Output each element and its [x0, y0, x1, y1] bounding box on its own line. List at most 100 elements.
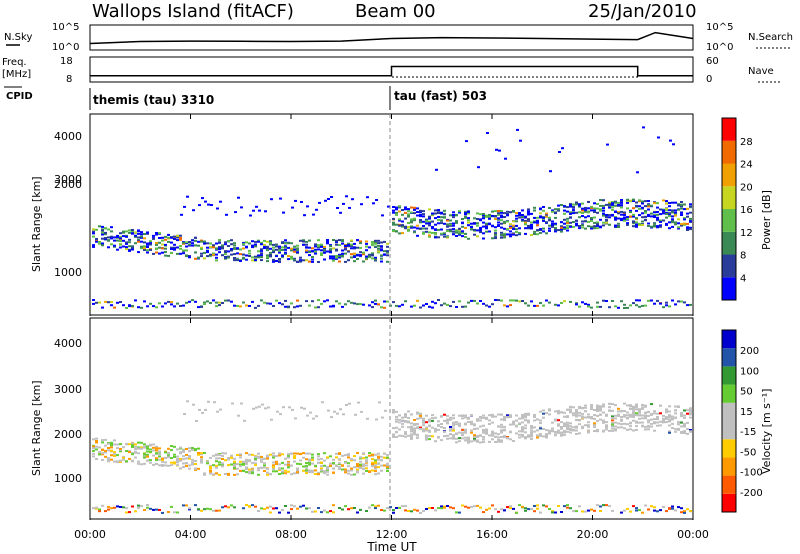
power-echo-cell: [218, 247, 221, 250]
velocity-echo-cell: [491, 504, 494, 507]
velocity-echo-cell: [347, 472, 350, 475]
velocity-echo-cell: [461, 428, 464, 431]
power-echo-cell: [221, 247, 224, 250]
power-echo-cell: [386, 254, 389, 257]
velocity-echo-cell: [264, 407, 267, 410]
power-echo-cell: [152, 237, 155, 240]
velocity-echo-cell: [521, 415, 524, 418]
velocity-echo-cell: [353, 466, 356, 469]
velocity-echo-cell: [245, 458, 248, 461]
velocity-echo-cell: [596, 419, 599, 422]
power-echo-cell: [614, 218, 617, 221]
velocity-echo-cell: [245, 471, 248, 474]
power-echo-cell: [320, 252, 323, 255]
power-echo-cell: [614, 217, 617, 219]
power-echo-cell: [317, 299, 320, 302]
power-echo-cell: [218, 239, 221, 241]
power-echo-cell: [668, 221, 671, 224]
velocity-echo-cell: [356, 471, 359, 474]
power-echo-cell: [584, 208, 587, 211]
power-echo-cell: [206, 246, 209, 249]
power-echo-cell: [242, 247, 245, 250]
power-echo-cell: [317, 245, 320, 248]
power-echo-cell: [434, 217, 437, 220]
power-echo-cell: [611, 208, 614, 211]
velocity-echo-cell: [110, 446, 113, 449]
power-echo-cell: [197, 306, 200, 309]
power-echo-cell: [521, 209, 524, 212]
velocity-echo-cell: [581, 407, 584, 410]
power-echo-cell: [260, 254, 263, 257]
velocity-echo-cell: [500, 418, 503, 421]
velocity-echo-cell: [500, 430, 503, 433]
velocity-echo-cell: [506, 506, 509, 509]
velocity-echo-cell: [404, 420, 407, 422]
power-echo-cell: [410, 219, 413, 222]
power-echo-cell: [494, 233, 497, 236]
velocity-echo-cell: [506, 436, 509, 438]
power-echo-cell: [560, 230, 563, 233]
power-echo-cell: [497, 299, 500, 302]
velocity-echo-cell: [524, 509, 527, 512]
velocity-echo-cell: [464, 431, 467, 434]
velocity-echo-cell: [113, 460, 116, 463]
power-echo-cell: [431, 300, 434, 303]
power-echo-cell: [155, 233, 158, 236]
velocity-echo-cell: [626, 411, 629, 414]
power-echo-cell: [128, 248, 131, 251]
power-echo-cell: [143, 245, 146, 248]
velocity-echo-cell: [629, 425, 632, 428]
velocity-echo-cell: [302, 504, 305, 507]
power-echo-cell: [185, 301, 188, 304]
power-echo-cell: [377, 242, 380, 245]
power-echo-cell: [329, 245, 332, 248]
velocity-echo-cell: [467, 421, 470, 423]
power-echo-cell: [347, 244, 350, 247]
velocity-echo-cell: [215, 453, 218, 456]
power-echo-cell: [680, 214, 683, 216]
power-echo-cell: [188, 256, 191, 259]
velocity-echo-cell: [497, 438, 500, 441]
velocity-echo-cell: [290, 504, 293, 507]
velocity-echo-cell: [218, 473, 221, 476]
power-echo-cell: [626, 222, 629, 225]
velocity-echo-cell: [287, 470, 290, 473]
power-echo-cell: [425, 220, 428, 223]
power-echo-cell: [584, 206, 587, 209]
power-echo-cell: [458, 210, 461, 213]
velocity-echo-cell: [110, 444, 113, 447]
power-echo-cell: [92, 232, 95, 235]
velocity-echo-cell: [491, 438, 494, 441]
power-echo-cell: [272, 260, 275, 263]
power-echo-cell: [461, 235, 464, 238]
power-echo-cell: [266, 245, 269, 248]
power-echo-cell: [542, 304, 545, 307]
power-echo-cell: [521, 300, 524, 302]
velocity-echo-cell: [629, 408, 632, 410]
velocity-colorbar-swatch: [722, 330, 736, 349]
power-echo-cell: [561, 147, 564, 150]
power-echo-cell: [623, 307, 626, 309]
power-echo-cell: [101, 237, 104, 240]
velocity-echo-cell: [183, 413, 186, 415]
velocity-echo-cell: [581, 416, 584, 419]
power-echo-cell: [380, 249, 383, 252]
power-echo-cell: [503, 236, 506, 239]
power-echo-cell: [674, 221, 677, 224]
velocity-echo-cell: [425, 426, 428, 429]
velocity-echo-cell: [626, 428, 629, 431]
power-echo-cell: [233, 259, 236, 262]
velocity-echo-cell: [314, 510, 317, 513]
velocity-echo-cell: [146, 445, 149, 448]
velocity-echo-cell: [635, 507, 638, 510]
velocity-echo-cell: [212, 464, 215, 467]
power-echo-cell: [542, 209, 545, 212]
power-echo-cell: [482, 221, 485, 224]
power-echo-cell: [566, 210, 569, 213]
velocity-echo-cell: [680, 415, 683, 418]
power-echo-cell: [521, 216, 524, 218]
power-echo-cell: [533, 304, 536, 307]
power-echo-cell: [587, 305, 590, 308]
velocity-echo-cell: [674, 412, 677, 415]
